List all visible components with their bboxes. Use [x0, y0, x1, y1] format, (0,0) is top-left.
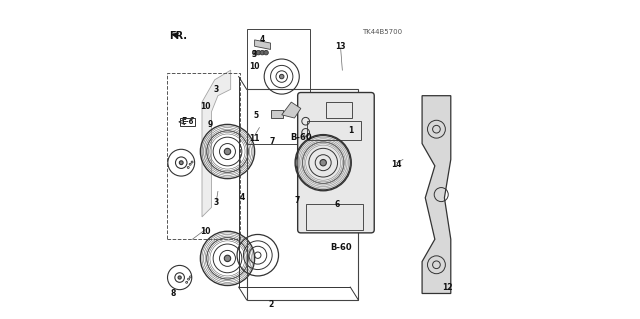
Text: 4: 4 [239, 193, 244, 202]
Text: 2: 2 [268, 300, 273, 309]
Circle shape [260, 50, 264, 55]
Text: FR.: FR. [170, 31, 188, 41]
Text: 7: 7 [269, 137, 275, 146]
Circle shape [280, 74, 284, 79]
Text: 3: 3 [252, 50, 257, 59]
Text: 13: 13 [335, 42, 346, 51]
Text: E-6: E-6 [181, 119, 193, 125]
Circle shape [178, 276, 181, 279]
Text: 6: 6 [335, 200, 340, 209]
Bar [306, 204, 363, 230]
Circle shape [264, 50, 268, 55]
Circle shape [256, 50, 260, 55]
Polygon shape [255, 40, 271, 49]
Text: 14: 14 [391, 160, 402, 169]
Text: 7: 7 [295, 197, 300, 205]
Circle shape [224, 255, 230, 262]
Text: E-6: E-6 [181, 117, 195, 126]
Circle shape [224, 148, 230, 155]
Text: 10: 10 [200, 102, 211, 111]
Circle shape [252, 50, 257, 55]
Text: 8: 8 [171, 289, 176, 298]
Text: 9: 9 [207, 120, 212, 129]
Text: TK44B5700: TK44B5700 [362, 29, 403, 35]
Text: 5: 5 [253, 111, 259, 120]
Bar [326, 102, 352, 118]
Text: 1: 1 [348, 126, 353, 135]
Text: 3: 3 [214, 198, 219, 207]
Text: 10: 10 [250, 63, 260, 71]
Bar [167, 73, 240, 239]
Bar [246, 29, 310, 144]
Text: 4: 4 [260, 35, 265, 44]
Text: B-60: B-60 [290, 133, 312, 142]
Bar [271, 110, 284, 118]
Text: 12: 12 [442, 283, 453, 292]
Text: 3: 3 [214, 85, 219, 94]
FancyBboxPatch shape [180, 118, 195, 126]
Text: 10: 10 [200, 227, 211, 236]
Text: B-60: B-60 [330, 243, 351, 252]
Bar [307, 121, 362, 140]
Polygon shape [422, 96, 451, 293]
Circle shape [320, 160, 326, 166]
FancyBboxPatch shape [298, 93, 374, 233]
Text: 11: 11 [250, 134, 260, 143]
Polygon shape [282, 102, 301, 118]
Circle shape [179, 161, 183, 165]
Polygon shape [202, 70, 230, 217]
